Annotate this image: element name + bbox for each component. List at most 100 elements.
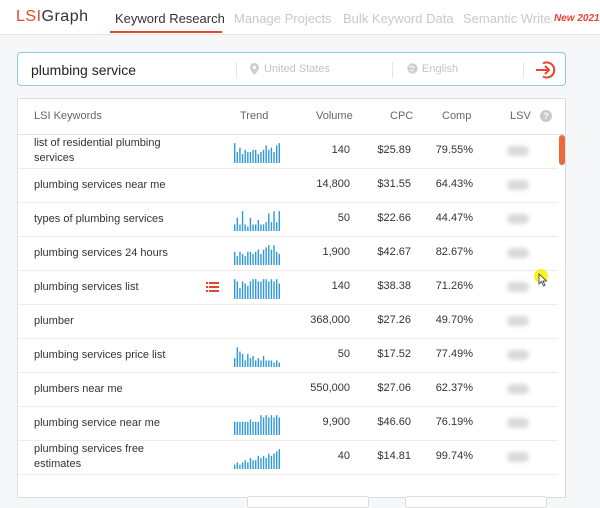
volume-cell: 40 bbox=[337, 450, 350, 462]
location-select[interactable]: United States bbox=[264, 63, 331, 75]
trend-bar bbox=[241, 281, 244, 299]
list-icon[interactable] bbox=[206, 281, 219, 292]
info-icon[interactable]: ? bbox=[540, 110, 552, 122]
search-divider bbox=[236, 62, 237, 78]
trend-bar bbox=[262, 279, 265, 299]
keyword-cell[interactable]: plumbing service near me bbox=[34, 417, 160, 429]
search-submit-icon[interactable] bbox=[535, 60, 557, 80]
trend-sparkline bbox=[234, 347, 280, 367]
trend-bar bbox=[260, 224, 262, 231]
mouse-cursor-icon bbox=[538, 273, 548, 287]
trend-bar bbox=[275, 279, 278, 299]
volume-cell: 14,800 bbox=[316, 178, 350, 190]
trend-bar bbox=[278, 417, 280, 435]
trend-bar bbox=[260, 415, 262, 435]
trend-bar bbox=[262, 455, 265, 469]
nav-semantic-writer[interactable]: Semantic Writer bbox=[463, 11, 556, 26]
trend-bar bbox=[273, 362, 275, 367]
keyword-cell[interactable]: plumbing services 24 hours bbox=[34, 247, 168, 259]
trend-bar bbox=[254, 460, 257, 469]
keyword-cell[interactable]: plumbers near me bbox=[34, 383, 123, 395]
keyword-cell[interactable]: list of residential plumbing services bbox=[34, 137, 161, 164]
trend-bar bbox=[244, 421, 246, 435]
trend-bar bbox=[262, 356, 265, 367]
header-volume[interactable]: Volume bbox=[316, 110, 353, 122]
keyword-cell[interactable]: plumbing services free estimates bbox=[34, 443, 145, 470]
active-nav-indicator bbox=[110, 31, 222, 33]
pagination-button[interactable] bbox=[405, 496, 547, 508]
table-row[interactable]: plumbing services near me 14,800 $31.55 64.… bbox=[18, 168, 558, 203]
header-comp[interactable]: Comp bbox=[442, 110, 472, 122]
table-row[interactable]: plumbing services 24 hours 1,900 $42.67 82.… bbox=[18, 236, 558, 271]
keyword-cell[interactable]: plumber bbox=[34, 315, 74, 327]
cpc-cell: $25.89 bbox=[377, 144, 411, 156]
cpc-cell: $17.52 bbox=[377, 348, 411, 360]
trend-bar bbox=[234, 358, 236, 367]
trend-bar bbox=[273, 245, 275, 265]
trend-bar bbox=[244, 149, 246, 163]
trend-bar bbox=[278, 143, 280, 163]
nav-bulk-keyword-data[interactable]: Bulk Keyword Data bbox=[343, 11, 454, 26]
keyword-cell[interactable]: plumbing services list bbox=[34, 281, 139, 293]
trend-bar bbox=[236, 421, 239, 435]
table-row[interactable]: plumbing services list 140 $38.38 71.26% bbox=[18, 270, 558, 305]
trend-bar bbox=[254, 360, 257, 367]
header-lsi-keywords[interactable]: LSI Keywords bbox=[34, 110, 102, 122]
trend-bar bbox=[278, 211, 280, 231]
trend-bar bbox=[249, 152, 252, 163]
header-cpc[interactable]: CPC bbox=[390, 110, 414, 122]
cpc-cell: $31.55 bbox=[377, 178, 411, 190]
trend-bar bbox=[234, 143, 236, 163]
table-row[interactable]: plumbers near me 550,000 $27.06 62.37% bbox=[18, 372, 558, 407]
trend-bar bbox=[234, 279, 236, 299]
trend-bar bbox=[257, 358, 260, 367]
trend-bar bbox=[260, 458, 262, 469]
nav-keyword-research[interactable]: Keyword Research bbox=[115, 11, 225, 26]
comp-cell: 99.74% bbox=[435, 450, 473, 462]
table-row[interactable]: plumbing services free estimates 40 $14.81… bbox=[18, 440, 558, 475]
trend-sparkline bbox=[234, 211, 280, 231]
volume-cell: 368,000 bbox=[310, 314, 350, 326]
lsigraph-logo[interactable]: LSIGraph bbox=[16, 8, 89, 25]
trend-bar bbox=[249, 251, 252, 265]
volume-cell: 140 bbox=[331, 144, 350, 156]
comp-cell: 79.55% bbox=[435, 144, 473, 156]
trend-bar bbox=[234, 224, 236, 231]
table-row[interactable]: plumber 368,000 $27.26 49.70% bbox=[18, 304, 558, 339]
volume-cell: 550,000 bbox=[310, 382, 350, 394]
trend-bar bbox=[268, 417, 270, 435]
trend-bar bbox=[252, 149, 254, 163]
trend-bar bbox=[254, 251, 257, 265]
globe-icon bbox=[407, 63, 418, 74]
trend-bar bbox=[244, 224, 246, 231]
cpc-cell: $46.60 bbox=[377, 416, 411, 428]
table-row[interactable]: types of plumbing services 50 $22.66 44.47% bbox=[18, 202, 558, 237]
trend-bar bbox=[257, 220, 260, 231]
language-select[interactable]: English bbox=[422, 63, 459, 75]
trend-bar bbox=[260, 360, 262, 367]
trend-bar bbox=[268, 245, 270, 265]
pagination-button[interactable] bbox=[247, 496, 369, 508]
trend-bar bbox=[239, 147, 241, 163]
scrollbar-thumb[interactable] bbox=[559, 135, 565, 165]
lsv-blurred-value bbox=[507, 316, 529, 326]
trend-bar bbox=[257, 455, 260, 469]
keyword-search-input[interactable]: plumbing service bbox=[31, 62, 137, 78]
header-trend[interactable]: Trend bbox=[240, 110, 269, 122]
trend-bar bbox=[270, 147, 273, 163]
header-lsv[interactable]: LSV bbox=[510, 110, 531, 122]
keyword-cell[interactable]: plumbing services near me bbox=[34, 179, 166, 191]
cpc-cell: $27.26 bbox=[377, 314, 411, 326]
keyword-cell[interactable]: types of plumbing services bbox=[34, 213, 164, 225]
table-row[interactable]: list of residential plumbing services 140… bbox=[18, 134, 558, 169]
trend-bar bbox=[260, 254, 262, 265]
keyword-cell[interactable]: plumbing services price list bbox=[34, 349, 166, 361]
trend-sparkline bbox=[234, 143, 280, 163]
trend-bar bbox=[239, 288, 241, 299]
table-row[interactable]: plumbing services price list 50 $17.52 77.4… bbox=[18, 338, 558, 373]
table-row[interactable]: plumbing service near me 9,900 $46.60 76.19… bbox=[18, 406, 558, 441]
trend-bar bbox=[247, 152, 249, 163]
trend-sparkline bbox=[234, 449, 280, 469]
nav-manage-projects[interactable]: Manage Projects bbox=[234, 11, 332, 26]
trend-bar bbox=[265, 279, 267, 299]
